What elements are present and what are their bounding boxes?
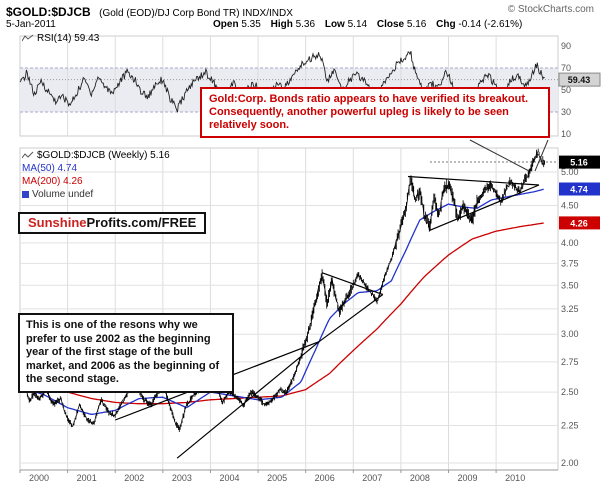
price-flag [559,216,600,230]
trendline-triangle-upper-2006-2007 [322,272,384,296]
ma200-line [19,222,544,405]
year-axis-label: 2004 [219,473,239,483]
rsi-line-icon [22,34,34,42]
year-axis-label: 2005 [267,473,287,483]
price-flag-value: 4.26 [570,218,588,228]
year-axis-label: 2003 [172,473,192,483]
annotation-pointer-line [534,139,549,172]
price-line-icon [22,151,34,159]
year-axis-label: 2007 [362,473,382,483]
price-flag [559,155,600,169]
rsi-axis-label: 50 [561,85,571,95]
rsi-axis-label: 70 [561,63,571,73]
rsi-legend: RSI(14) 59.43 [22,33,99,44]
trendline-big-triangle-lower-2008-2010 [429,184,540,231]
symbol: $GOLD:$DJCB [6,5,91,19]
year-axis-label: 2002 [124,473,144,483]
price-axis-label: 2.00 [561,458,579,468]
quote-date: 5-Jan-2011 [6,19,56,30]
price-axis-label: 2.50 [561,387,579,397]
quote-open: Open 5.35 [213,19,261,30]
price-legend-ma50: MA(50) 4.74 [22,163,78,174]
quote-line: Open 5.35 High 5.36 Low 5.14 Close 5.16 … [213,19,529,30]
logo-text-red: Sunshine [28,215,87,230]
quote-high: High 5.36 [270,19,316,30]
year-axis-label: 2000 [29,473,49,483]
trendline-big-triangle-upper-2008-2010 [407,175,540,186]
symbol-description: (Gold (EOD)/DJ Corp Bond TR) INDX/INDX [99,8,293,19]
rsi-flag [558,72,601,87]
trendline-triangle-lower-2006-2007 [318,294,384,343]
price-legend-volume: Volume undef [22,188,170,201]
rsi-legend-label: RSI(14) 59.43 [37,33,100,44]
copyright: © StockCharts.com [507,4,594,15]
annotation-pointer-line [469,139,530,172]
chart-header: $GOLD:$DJCB (Gold (EOD)/DJ Corp Bond TR)… [6,3,596,19]
price-legend-ma200: MA(200) 4.26 [22,176,83,187]
rsi-axis-label: 30 [561,107,571,117]
price-legend-symbol: $GOLD:$DJCB (Weekly) 5.16 [22,149,170,162]
price-axis-label: 4.00 [561,238,579,248]
quote-row: 5-Jan-2011 Open 5.35 High 5.36 Low 5.14 … [6,19,596,31]
breakout-annotation: Gold:Corp. Bonds ratio appears to have v… [200,87,550,138]
year-axis-label: 2008 [410,473,430,483]
price-axis-label: 3.25 [561,304,579,314]
quote-change: Chg -0.14 (-2.61%) [436,19,523,30]
quote-low: Low 5.14 [324,19,368,30]
price-axis-label: 5.00 [561,167,579,177]
quote-close: Close 5.16 [376,19,427,30]
price-axis-label: 3.00 [561,329,579,339]
year-axis-label: 2009 [457,473,477,483]
year-axis-label: 2001 [77,473,97,483]
price-close-line [19,152,545,430]
price-flag-value: 5.16 [570,158,588,168]
logo-text-black: Profits.com/FREE [86,215,197,230]
volume-swatch-icon [22,191,29,198]
price-legend: $GOLD:$DJCB (Weekly) 5.16 MA(50) 4.74 MA… [22,149,170,201]
sunshine-profits-logo: SunshineProfits.com/FREE [18,212,207,234]
price-flag-value: 4.74 [570,185,588,195]
rsi-axis-label: 90 [561,41,571,51]
rsi-flag-value: 59.43 [568,75,591,85]
year-axis-label: 2010 [505,473,525,483]
rsi-axis-label: 10 [561,129,571,139]
price-axis-label: 3.75 [561,258,579,268]
price-axis-label: 3.50 [561,280,579,290]
year-axis-label: 2006 [315,473,335,483]
stage-annotation: This is one of the resons why we prefer … [18,313,234,393]
price-flag [559,182,600,196]
trendline-wedge-lower-2003-2006 [176,341,320,459]
price-axis-label: 2.75 [561,357,579,367]
price-axis-label: 2.25 [561,421,579,431]
price-axis-label: 4.50 [561,201,579,211]
